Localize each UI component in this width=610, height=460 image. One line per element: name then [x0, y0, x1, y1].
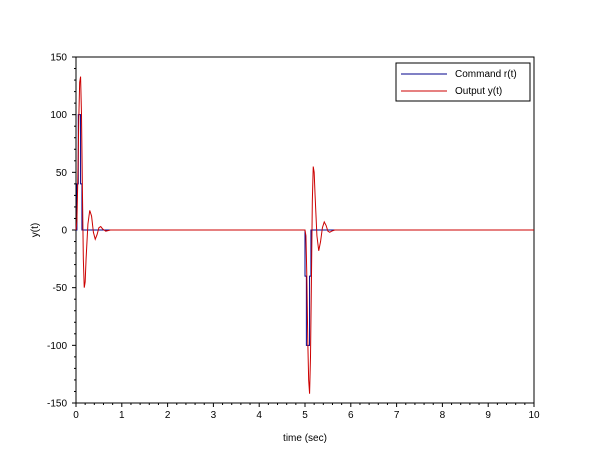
x-tick-label: 1 [119, 410, 125, 421]
series-line-output [75, 76, 534, 394]
y-tick-label: 50 [56, 168, 68, 179]
y-tick-label: 0 [61, 226, 67, 237]
x-tick-label: 0 [73, 410, 79, 421]
x-axis-label: time (sec) [283, 433, 327, 444]
legend-label-output: Output y(t) [455, 86, 502, 97]
y-tick-label: -150 [47, 399, 67, 410]
legend-label-command: Command r(t) [455, 69, 517, 80]
y-tick-label: 100 [50, 110, 67, 121]
x-tick-label: 4 [256, 410, 262, 421]
x-tick-label: 5 [302, 410, 308, 421]
x-tick-label: 3 [211, 410, 217, 421]
x-tick-label: 2 [165, 410, 171, 421]
x-tick-label: 10 [528, 410, 540, 421]
y-tick-label: -50 [53, 283, 68, 294]
x-tick-label: 8 [440, 410, 446, 421]
y-tick-label: 150 [50, 53, 67, 64]
x-tick-label: 6 [348, 410, 354, 421]
legend: Command r(t) Output y(t) [395, 62, 531, 102]
series-lines [75, 76, 534, 394]
y-tick-label: -100 [47, 341, 67, 352]
x-tick-label: 9 [485, 410, 491, 421]
axis-ticks: 0 1 2 3 4 5 6 7 8 9 10 -150 -100 -50 0 50 100 150 [47, 53, 540, 422]
legend-box [395, 62, 531, 102]
x-tick-label: 7 [394, 410, 400, 421]
y-axis-label: y(t) [30, 223, 41, 237]
